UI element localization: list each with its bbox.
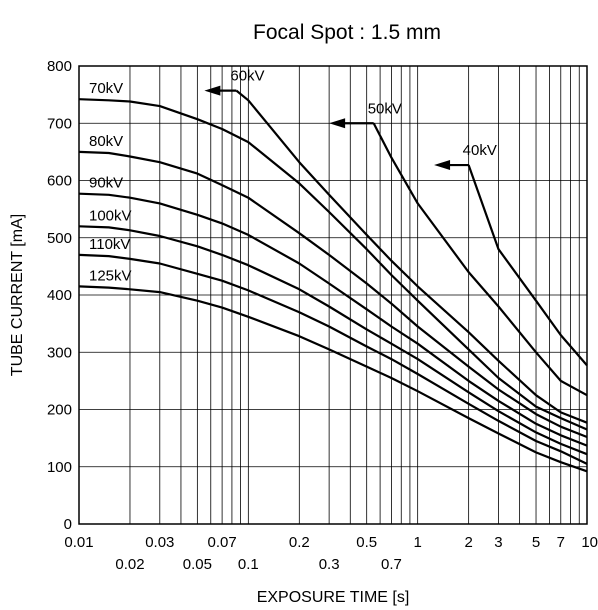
y-tick-label: 200 (47, 402, 72, 419)
y-axis: 0 100 200 300 400 500 600 700 800 (47, 58, 72, 533)
series-label-70kV: 70kV (89, 80, 123, 97)
series-label-80kV: 80kV (89, 133, 123, 150)
x-tick-label: 7 (557, 534, 565, 551)
series-line-125kV (78, 285, 588, 473)
series-line-60kV (235, 89, 588, 424)
x-tick-label: 1 (413, 534, 421, 551)
series-line-80kV (78, 150, 588, 439)
y-tick-label: 400 (47, 287, 72, 304)
x-axis: 0.01 0.03 0.07 0.2 0.5 1 2 3 5 7 10 0.02 0.05 0.1 0.3 0… (64, 534, 598, 573)
series-label-50kV: 50kV (368, 100, 402, 117)
y-tick-label: 800 (47, 58, 72, 75)
y-tick-label: 600 (47, 173, 72, 190)
arrow-head-40kV (434, 160, 451, 171)
x-tick-label-minor: 0.1 (238, 556, 259, 573)
series-line-70kV (78, 98, 588, 431)
x-tick-label-minor: 0.05 (183, 556, 212, 573)
x-tick-label: 5 (532, 534, 540, 551)
x-tick-label: 0.01 (64, 534, 93, 551)
y-tick-label: 700 (47, 115, 72, 132)
series-label-100kV: 100kV (89, 207, 132, 224)
arrow-head-60kV (204, 85, 221, 96)
y-tick-label: 0 (64, 516, 72, 533)
series-label-90kV: 90kV (89, 175, 123, 192)
series-line-100kV (78, 225, 588, 456)
y-tick-label: 100 (47, 459, 72, 476)
arrow-head-50kV (329, 118, 346, 129)
series-label-125kV: 125kV (89, 267, 132, 284)
x-tick-label: 0.5 (356, 534, 377, 551)
grid (79, 66, 587, 524)
series-line-90kV (78, 192, 588, 447)
series-group (78, 89, 588, 473)
plot-frame (78, 65, 588, 525)
x-tick-label: 0.2 (289, 534, 310, 551)
series-label-40kV: 40kV (463, 142, 497, 159)
x-tick-label-minor: 0.3 (319, 556, 340, 573)
y-tick-label: 500 (47, 230, 72, 247)
x-tick-label-minor: 0.7 (381, 556, 402, 573)
series-line-110kV (78, 253, 588, 465)
x-tick-label: 0.03 (145, 534, 174, 551)
series-label-110kV: 110kV (89, 236, 130, 253)
x-axis-label: EXPOSURE TIME [s] (257, 589, 410, 606)
series-labels: 70kV 80kV 90kV 100kV 110kV 125kV 60kV 50kV 40kV (89, 68, 497, 285)
x-tick-label: 3 (494, 534, 502, 551)
series-label-60kV: 60kV (230, 68, 264, 85)
x-tick-label: 0.07 (208, 534, 237, 551)
y-axis-label: TUBE CURRENT [mA] (9, 214, 26, 376)
series-line-40kV (467, 164, 588, 367)
chart-title: Focal Spot : 1.5 mm (253, 21, 441, 44)
x-tick-label-minor: 0.02 (115, 556, 144, 573)
x-tick-label: 10 (581, 534, 598, 551)
y-tick-label: 300 (47, 344, 72, 361)
x-tick-label: 2 (464, 534, 472, 551)
series-line-50kV (372, 122, 588, 397)
